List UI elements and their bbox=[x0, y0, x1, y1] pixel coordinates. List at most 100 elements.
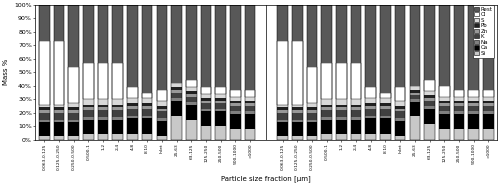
Bar bbox=[322, 120, 332, 134]
Bar bbox=[39, 107, 50, 110]
Bar bbox=[336, 134, 346, 140]
Bar bbox=[483, 129, 494, 140]
Bar bbox=[292, 5, 302, 140]
Bar bbox=[380, 98, 390, 103]
Bar bbox=[292, 105, 302, 107]
Bar bbox=[483, 106, 494, 111]
Bar bbox=[156, 121, 167, 136]
Bar bbox=[186, 120, 196, 140]
Bar bbox=[54, 110, 64, 113]
Bar bbox=[468, 5, 479, 140]
Bar bbox=[395, 87, 406, 101]
Bar bbox=[410, 86, 420, 90]
Bar bbox=[39, 105, 50, 107]
Bar bbox=[39, 120, 50, 122]
Bar bbox=[112, 105, 123, 107]
Bar bbox=[410, 5, 420, 86]
Bar bbox=[483, 103, 494, 106]
Bar bbox=[127, 103, 138, 106]
Bar bbox=[216, 5, 226, 140]
Bar bbox=[216, 111, 226, 126]
Bar bbox=[454, 90, 464, 97]
Bar bbox=[156, 136, 167, 140]
Bar bbox=[142, 92, 152, 98]
Bar bbox=[112, 120, 123, 134]
X-axis label: Particle size fraction [μm]: Particle size fraction [μm] bbox=[222, 175, 311, 182]
Bar bbox=[336, 63, 346, 99]
Bar bbox=[68, 136, 79, 140]
Bar bbox=[39, 41, 50, 105]
Bar bbox=[322, 99, 332, 105]
Bar bbox=[83, 117, 94, 120]
Bar bbox=[410, 90, 420, 92]
Bar bbox=[156, 106, 167, 109]
Bar bbox=[292, 122, 302, 136]
Bar bbox=[172, 83, 182, 87]
Bar bbox=[292, 110, 302, 113]
Bar bbox=[336, 107, 346, 110]
Bar bbox=[142, 115, 152, 118]
Bar bbox=[98, 105, 108, 107]
Bar bbox=[127, 115, 138, 118]
Bar bbox=[380, 109, 390, 115]
Bar bbox=[39, 110, 50, 113]
Bar bbox=[172, 115, 182, 140]
Bar bbox=[68, 120, 79, 122]
Bar bbox=[54, 41, 64, 105]
Bar bbox=[322, 5, 332, 140]
Bar bbox=[277, 107, 288, 110]
Bar bbox=[350, 120, 362, 134]
Bar bbox=[410, 92, 420, 95]
Bar bbox=[230, 90, 240, 97]
Bar bbox=[112, 99, 123, 105]
Bar bbox=[468, 101, 479, 103]
Bar bbox=[245, 129, 256, 140]
Bar bbox=[216, 101, 226, 103]
Bar bbox=[454, 129, 464, 140]
Bar bbox=[468, 5, 479, 90]
Bar bbox=[306, 5, 317, 140]
Bar bbox=[83, 99, 94, 105]
Bar bbox=[395, 111, 406, 118]
Bar bbox=[439, 5, 450, 86]
Bar bbox=[454, 111, 464, 114]
Bar bbox=[350, 117, 362, 120]
Bar bbox=[292, 120, 302, 122]
Bar bbox=[216, 109, 226, 111]
Bar bbox=[454, 114, 464, 129]
Bar bbox=[366, 106, 376, 109]
Bar bbox=[68, 122, 79, 136]
Bar bbox=[454, 106, 464, 111]
Bar bbox=[366, 5, 376, 140]
Bar bbox=[350, 105, 362, 107]
Bar bbox=[68, 5, 79, 140]
Bar bbox=[54, 107, 64, 110]
Bar bbox=[380, 103, 390, 106]
Bar bbox=[395, 136, 406, 140]
Bar bbox=[112, 117, 123, 120]
Bar bbox=[230, 129, 240, 140]
Bar bbox=[439, 101, 450, 103]
Bar bbox=[468, 103, 479, 106]
Bar bbox=[98, 5, 108, 140]
Bar bbox=[142, 103, 152, 106]
Bar bbox=[142, 98, 152, 103]
Bar bbox=[350, 63, 362, 99]
Bar bbox=[230, 97, 240, 101]
Bar bbox=[322, 117, 332, 120]
Bar bbox=[172, 98, 182, 101]
Bar bbox=[39, 136, 50, 140]
Bar bbox=[156, 5, 167, 90]
Bar bbox=[366, 98, 376, 103]
Y-axis label: Mass %: Mass % bbox=[3, 59, 9, 85]
Bar bbox=[230, 114, 240, 129]
Bar bbox=[350, 110, 362, 117]
Bar bbox=[142, 118, 152, 134]
Bar bbox=[112, 5, 123, 63]
Bar bbox=[468, 90, 479, 97]
Bar bbox=[83, 120, 94, 134]
Bar bbox=[424, 106, 435, 109]
Bar bbox=[200, 87, 211, 94]
Bar bbox=[454, 5, 464, 140]
Bar bbox=[83, 5, 94, 140]
